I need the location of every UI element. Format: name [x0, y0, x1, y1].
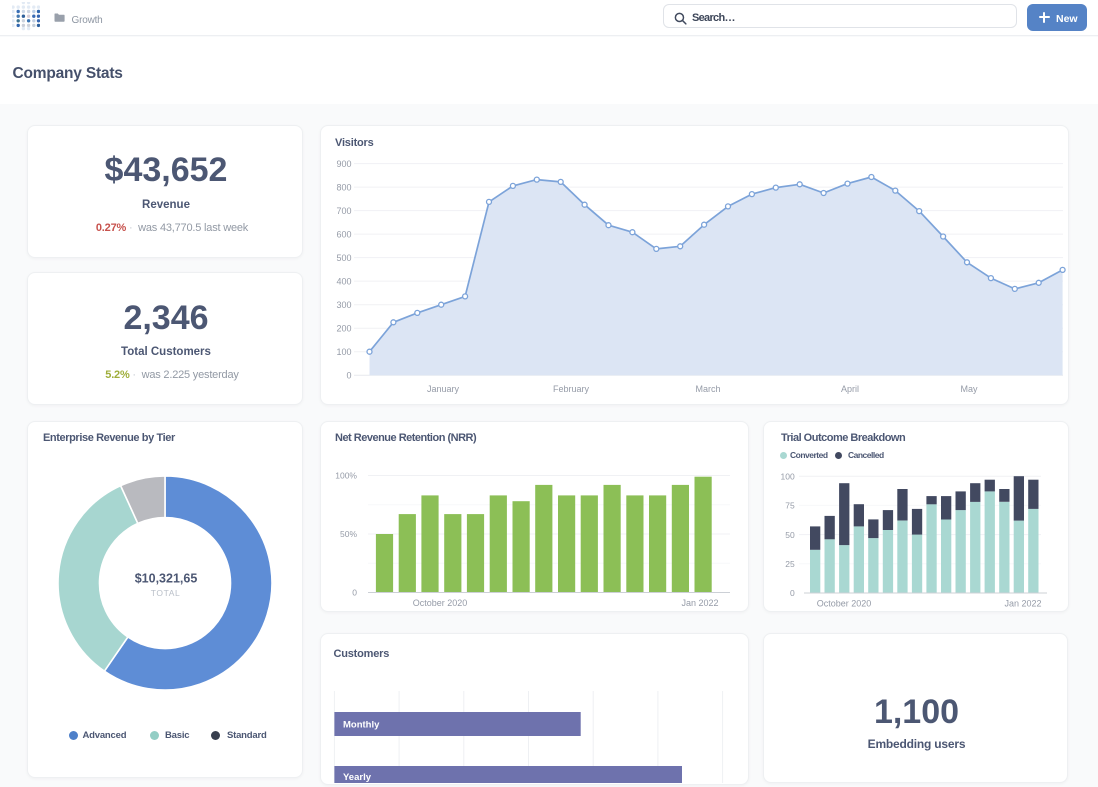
svg-text:February: February: [553, 384, 590, 394]
svg-text:Yearly: Yearly: [343, 772, 372, 783]
svg-text:700: 700: [336, 206, 351, 216]
svg-text:100: 100: [336, 347, 351, 357]
svg-text:0: 0: [346, 370, 351, 380]
svg-text:April: April: [841, 384, 859, 394]
svg-text:400: 400: [336, 276, 351, 286]
svg-text:May: May: [960, 384, 978, 394]
svg-text:0: 0: [790, 588, 795, 598]
svg-text:October 2020: October 2020: [413, 598, 468, 608]
svg-text:March: March: [695, 384, 720, 394]
svg-text:200: 200: [336, 323, 351, 333]
svg-text:$10,321,65: $10,321,65: [135, 572, 198, 586]
svg-text:Monthly: Monthly: [343, 720, 380, 731]
svg-text:Jan 2022: Jan 2022: [681, 598, 718, 608]
svg-text:October 2020: October 2020: [817, 599, 872, 609]
svg-text:300: 300: [336, 300, 351, 310]
svg-text:100: 100: [781, 471, 795, 481]
svg-text:600: 600: [336, 229, 351, 239]
svg-text:50: 50: [785, 530, 795, 540]
svg-text:100%: 100%: [335, 471, 357, 481]
svg-text:75: 75: [785, 501, 795, 511]
svg-text:Jan 2022: Jan 2022: [1004, 599, 1041, 609]
svg-text:500: 500: [336, 253, 351, 263]
svg-text:800: 800: [336, 182, 351, 192]
svg-text:TOTAL: TOTAL: [151, 588, 181, 598]
svg-text:0: 0: [352, 588, 357, 598]
svg-text:25: 25: [785, 559, 795, 569]
svg-text:50%: 50%: [340, 529, 357, 539]
svg-text:January: January: [427, 384, 460, 394]
svg-text:900: 900: [336, 159, 351, 169]
